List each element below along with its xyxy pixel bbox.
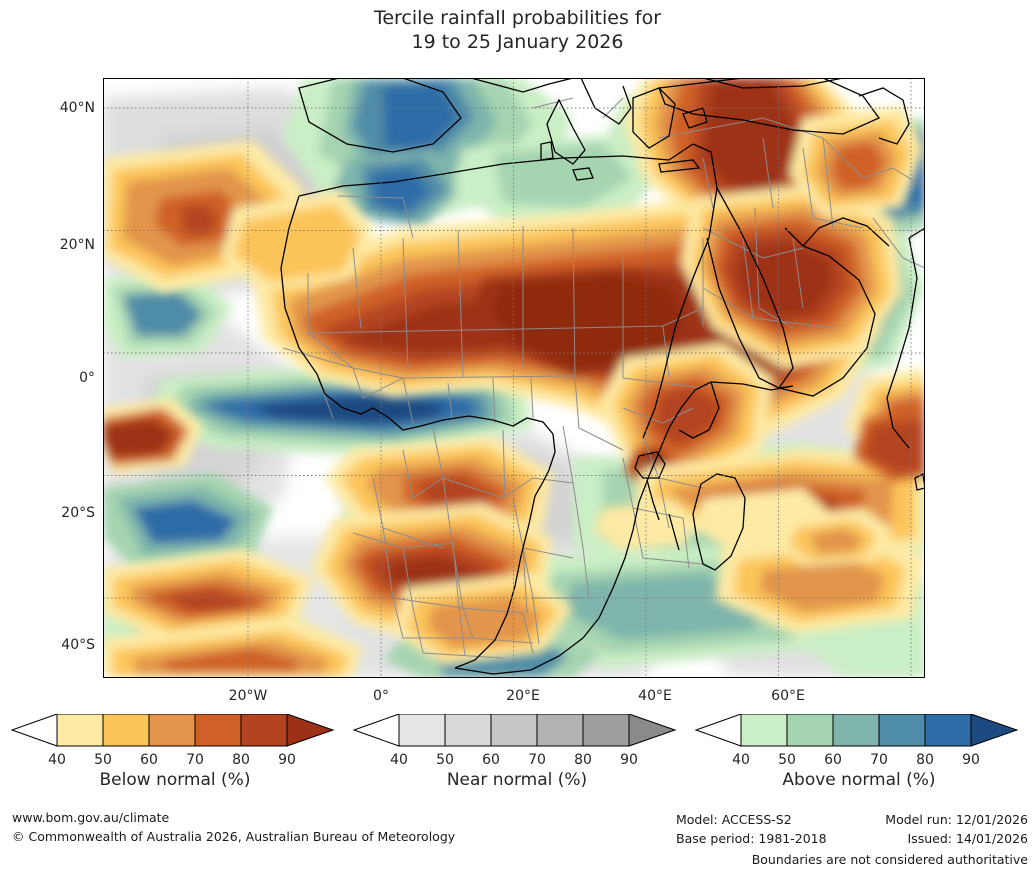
colorbar-swatches <box>10 714 335 747</box>
coastlines <box>280 78 925 675</box>
tick-40: 40 <box>732 752 750 768</box>
lon-label-60e: 60°E <box>771 688 805 704</box>
tick-70: 70 <box>870 752 888 768</box>
colorbar-swatches <box>352 714 677 747</box>
colorbar-ticks: 40 50 60 70 80 90 <box>48 752 296 768</box>
tick-40: 40 <box>48 752 66 768</box>
tick-60: 60 <box>824 752 842 768</box>
tick-60: 60 <box>140 752 158 768</box>
lon-label-20e: 20°E <box>506 688 540 704</box>
footer-issued: Issued: 14/01/2026 <box>907 831 1029 846</box>
lat-label-0: 0° <box>79 370 95 386</box>
graticule <box>103 78 925 678</box>
tick-50: 50 <box>436 752 454 768</box>
footer-boundaries-note: Boundaries are not considered authoritat… <box>751 852 1028 867</box>
tick-80: 80 <box>916 752 934 768</box>
colorbar-ticks: 40 50 60 70 80 90 <box>390 752 638 768</box>
title-line-1: Tercile rainfall probabilities for <box>373 7 662 29</box>
lat-label-20s: 20°S <box>61 505 95 521</box>
colorbar-label-near-normal: Near normal (%) <box>446 770 588 790</box>
lat-label-20n: 20°N <box>59 237 95 253</box>
footer-model-run: Model run: 12/01/2026 <box>885 812 1028 827</box>
page-title: Tercile rainfall probabilities for 19 to… <box>0 6 1035 54</box>
footer-website[interactable]: www.bom.gov.au/climate <box>12 810 170 825</box>
tick-90: 90 <box>278 752 296 768</box>
colorbar-swatches <box>694 714 1019 747</box>
lon-label-20w: 20°W <box>228 688 268 704</box>
colorbar-above-normal: 40 50 60 70 80 90 Above normal (%) <box>694 714 1024 800</box>
map-canvas <box>103 78 925 678</box>
tercile-probability-map <box>103 78 925 678</box>
footer-base-period: Base period: 1981-2018 <box>676 831 827 846</box>
footer-model: Model: ACCESS-S2 <box>676 812 792 827</box>
colorbar-label-below-normal: Below normal (%) <box>99 770 251 790</box>
colorbar-near-normal: 40 50 60 70 80 90 Near normal (%) <box>352 714 682 800</box>
footer-run-info: Model run: 12/01/2026 Issued: 14/01/2026 <box>860 810 1028 848</box>
colorbar-ticks: 40 50 60 70 80 90 <box>732 752 980 768</box>
tick-90: 90 <box>962 752 980 768</box>
tick-40: 40 <box>390 752 408 768</box>
tick-90: 90 <box>620 752 638 768</box>
lon-label-40e: 40°E <box>638 688 672 704</box>
footer-model-info: Model: ACCESS-S2 Base period: 1981-2018 <box>676 810 827 848</box>
tick-80: 80 <box>232 752 250 768</box>
colorbar-label-above-normal: Above normal (%) <box>782 770 936 790</box>
footer-copyright: © Commonwealth of Australia 2026, Austra… <box>12 829 456 844</box>
colorbar-below-normal: 40 50 60 70 80 90 Below normal (%) <box>10 714 340 800</box>
country-borders <box>282 97 925 659</box>
footer-left: www.bom.gov.au/climate © Commonwealth of… <box>12 808 455 846</box>
tick-60: 60 <box>482 752 500 768</box>
tick-50: 50 <box>778 752 796 768</box>
tick-70: 70 <box>528 752 546 768</box>
lat-label-40n: 40°N <box>59 100 95 116</box>
tick-70: 70 <box>186 752 204 768</box>
lat-label-40s: 40°S <box>61 637 95 653</box>
tick-80: 80 <box>574 752 592 768</box>
lon-label-0: 0° <box>373 688 389 704</box>
tick-50: 50 <box>94 752 112 768</box>
title-line-2: 19 to 25 January 2026 <box>411 31 624 53</box>
